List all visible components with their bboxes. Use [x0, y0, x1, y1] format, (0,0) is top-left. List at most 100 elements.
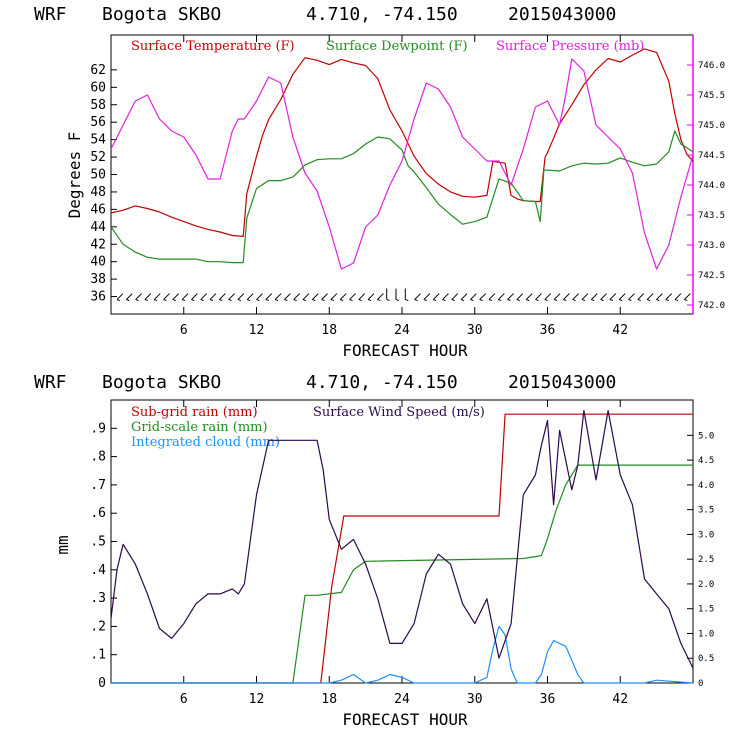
y-tick-label: .2	[90, 619, 106, 634]
top-x-axis: 6 12 18 24 30 36 42	[180, 35, 628, 338]
wind-barb	[172, 293, 180, 300]
y-tick-label: .4	[90, 563, 106, 578]
wind-barb-flag	[535, 299, 539, 302]
wind-barb-flag	[646, 299, 651, 302]
wind-barb	[302, 293, 310, 300]
wind-barb	[321, 293, 328, 300]
y-tick-label: 46	[90, 202, 106, 217]
wind-barb	[525, 293, 533, 300]
wind-barb-flag	[349, 299, 353, 302]
bottom-y-axis: 0 .1 .2 .3 .4 .5 .6 .7 .8 .9	[90, 421, 117, 691]
bottom-legend: Sub-grid rain (mm) Surface Wind Speed (m…	[131, 405, 485, 450]
x-tick-label: 36	[540, 692, 556, 707]
wind-barb	[516, 293, 524, 300]
wind-barb	[507, 293, 514, 300]
dewpoint-line	[110, 130, 694, 264]
top-y2-axis: 742.0 742.5 743.0 743.5 744.0 744.5 745.0 745.5…	[687, 61, 725, 311]
wind-barb-flag	[302, 299, 307, 302]
x-tick-label: 6	[180, 323, 188, 338]
x-tick-label: 24	[394, 323, 410, 338]
wind-barb	[563, 293, 570, 300]
x-tick-label: 36	[540, 323, 556, 338]
wind-barb	[674, 293, 682, 300]
wind-barb-flag	[191, 299, 195, 302]
y2-tick-label: 2.5	[698, 555, 714, 565]
y2-tick-label: 4.0	[698, 481, 714, 491]
wind-barb-flag	[684, 299, 688, 302]
y2-tick-label: 743.5	[698, 211, 725, 221]
wind-barb	[665, 293, 673, 300]
y-tick-label: 40	[90, 255, 106, 270]
wind-barb-flag	[247, 299, 251, 302]
temperature-line	[110, 48, 694, 237]
y2-tick-label: 1.0	[698, 629, 714, 639]
wind-barb	[191, 293, 198, 300]
wind-barb-flag	[284, 299, 288, 302]
wind-barb	[125, 293, 133, 300]
top-y-label: Degrees F	[65, 132, 84, 219]
x-tick-label: 30	[467, 692, 483, 707]
wind-barb	[544, 293, 552, 300]
wind-barb	[553, 293, 561, 300]
wind-barb-flag	[405, 299, 409, 302]
wind-barb-flag	[451, 299, 455, 302]
wind-barb	[209, 293, 217, 300]
wind-barb-flag	[479, 299, 483, 302]
wind-barb	[618, 293, 626, 300]
wind-barb	[432, 293, 440, 300]
top-coords: 4.710, -74.150	[306, 4, 458, 25]
y-tick-label: 44	[90, 220, 106, 235]
y-tick-label: .8	[90, 450, 106, 465]
wind-barb-flag	[516, 299, 521, 302]
wind-barb	[423, 293, 431, 300]
wind-barb	[200, 293, 208, 300]
wind-barb	[228, 293, 235, 300]
y2-tick-label: 3.0	[698, 530, 714, 540]
wind-barb-flag	[209, 299, 214, 302]
legend-gridscale-rain: Grid-scale rain (mm)	[131, 420, 268, 435]
wind-barb-flag	[591, 299, 595, 302]
x-tick-label: 24	[394, 692, 410, 707]
legend-integrated-cloud: Integrated cloud (mm)	[131, 435, 280, 450]
wind-barb-flag	[340, 299, 344, 302]
wind-barb-flag	[377, 299, 381, 302]
y2-tick-label: 745.5	[698, 91, 725, 101]
y2-tick-label: 0.5	[698, 654, 714, 664]
x-tick-label: 12	[249, 323, 265, 338]
y2-tick-label: 742.0	[698, 301, 725, 311]
wind-barb-flag	[600, 299, 604, 302]
wind-barb	[683, 293, 691, 300]
top-model: WRF	[34, 4, 67, 25]
y-tick-label: .7	[90, 478, 106, 493]
top-legend: Surface Temperature (F) Surface Dewpoint…	[131, 39, 644, 54]
wind-barb-flag	[293, 299, 297, 302]
y-tick-label: .1	[90, 648, 106, 663]
legend-dewpoint: Surface Dewpoint (F)	[326, 39, 468, 54]
wind-barb	[237, 293, 245, 300]
wind-barb	[535, 293, 542, 300]
wind-barb	[339, 293, 347, 300]
wind-barb-flag	[228, 299, 232, 302]
wind-barb-flag	[172, 299, 176, 302]
wind-barb	[590, 293, 598, 300]
wind-barb	[600, 293, 607, 300]
wind-barb-flag	[265, 299, 269, 302]
wind-barb-flag	[460, 299, 465, 302]
y-tick-label: 60	[90, 80, 106, 95]
wind-barb	[218, 293, 226, 300]
wind-barb-flag	[367, 299, 372, 302]
y2-tick-label: 4.5	[698, 456, 714, 466]
wind-barb	[116, 293, 124, 300]
y-tick-label: .6	[90, 506, 106, 521]
wind-barb	[646, 293, 654, 300]
y2-tick-label: 5.0	[698, 431, 714, 441]
wind-barb-flag	[628, 299, 632, 302]
wind-barb-flag	[256, 299, 260, 302]
wind-barb	[572, 293, 580, 300]
wind-barb	[460, 293, 468, 300]
x-tick-label: 18	[321, 323, 337, 338]
y-tick-label: .5	[90, 535, 106, 550]
wind-barb	[581, 293, 589, 300]
y-tick-label: 48	[90, 185, 106, 200]
bottom-model: WRF	[34, 372, 67, 393]
